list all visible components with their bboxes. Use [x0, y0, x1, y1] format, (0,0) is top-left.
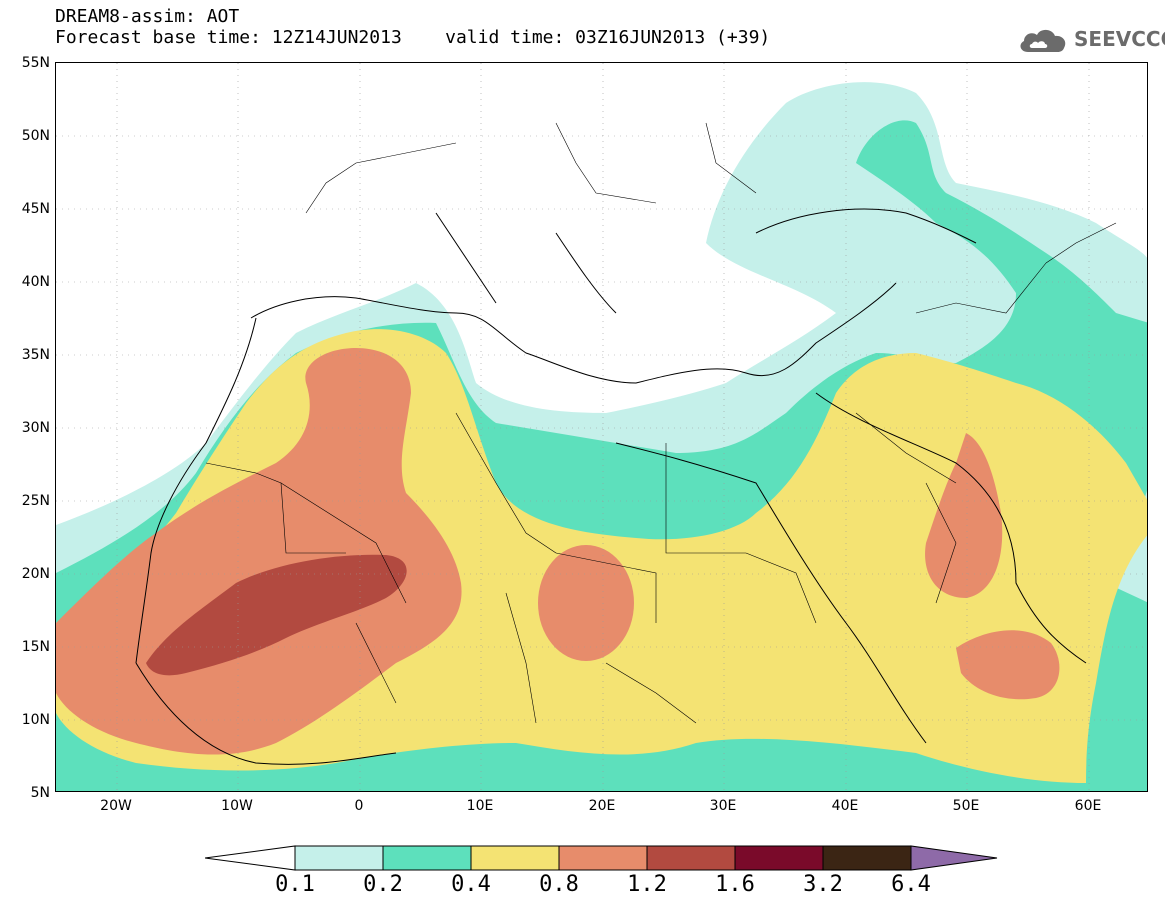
coastlines: [135, 208, 1087, 765]
cloud-icon: [1020, 29, 1066, 52]
title-line-1: DREAM8-assim: AOT: [55, 6, 240, 27]
lat-label-40n: 40N: [21, 274, 50, 290]
aot-band-0.8-yemen: [956, 630, 1060, 700]
lat-label-45n: 45N: [21, 201, 50, 217]
lat-label-55n: 55N: [21, 55, 50, 71]
aot-band-0.8-central: [538, 545, 634, 661]
title-block: DREAM8-assim: AOT Forecast base time: 12…: [55, 6, 770, 48]
lon-label-0: 0: [354, 798, 364, 814]
colorbar-label-1: 0.2: [363, 872, 403, 897]
lat-label-50n: 50N: [21, 128, 50, 144]
colorbar: [205, 845, 998, 871]
lon-label-10e: 10E: [466, 798, 494, 814]
colorbar-arrow-high: [910, 845, 998, 871]
colorbar-swatch-2: [470, 845, 560, 871]
seevccc-logo: SEEVCCC: [1016, 22, 1165, 58]
aot-band-1.2: [146, 554, 407, 676]
lat-label-10n: 10N: [21, 712, 50, 728]
aot-contour-map: [56, 63, 1147, 791]
title-line-2: Forecast base time: 12Z14JUN2013 valid t…: [55, 27, 771, 48]
logo-text: SEEVCCC: [1074, 27, 1165, 51]
lon-label-10w: 10W: [221, 798, 253, 814]
colorbar-swatch-0: [294, 845, 384, 871]
colorbar-label-2: 0.4: [451, 872, 491, 897]
lon-label-20w: 20W: [100, 798, 132, 814]
colorbar-swatch-5: [734, 845, 824, 871]
lat-label-25n: 25N: [21, 493, 50, 509]
colorbar-swatch-6: [822, 845, 912, 871]
lon-label-60e: 60E: [1074, 798, 1102, 814]
colorbar-label-4: 1.2: [627, 872, 667, 897]
aot-map: [55, 62, 1148, 792]
colorbar-label-0: 0.1: [275, 872, 315, 897]
country-borders: [205, 122, 1117, 724]
colorbar-label-6: 3.2: [803, 872, 843, 897]
colorbar-label-7: 6.4: [891, 872, 931, 897]
colorbar-arrow-low: [205, 845, 296, 871]
lon-label-40e: 40E: [831, 798, 859, 814]
lon-label-50e: 50E: [952, 798, 980, 814]
colorbar-swatch-4: [646, 845, 736, 871]
lat-label-35n: 35N: [21, 347, 50, 363]
colorbar-label-5: 1.6: [715, 872, 755, 897]
lat-label-20n: 20N: [21, 566, 50, 582]
lon-label-20e: 20E: [588, 798, 616, 814]
colorbar-swatch-1: [382, 845, 472, 871]
colorbar-label-3: 0.8: [539, 872, 579, 897]
lon-label-30e: 30E: [709, 798, 737, 814]
lat-label-30n: 30N: [21, 420, 50, 436]
grid-lines: [56, 63, 1147, 791]
lat-label-5n: 5N: [30, 785, 50, 801]
aot-band-0.8-arabia: [925, 433, 1003, 598]
colorbar-swatch-3: [558, 845, 648, 871]
lat-label-15n: 15N: [21, 639, 50, 655]
